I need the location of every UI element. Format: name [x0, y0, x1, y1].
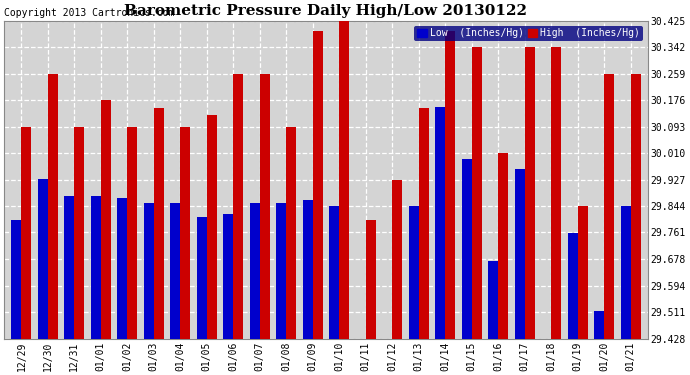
Bar — [250, 202, 259, 339]
Bar — [620, 206, 631, 339]
Legend: Low  (Inches/Hg), High  (Inches/Hg): Low (Inches/Hg), High (Inches/Hg) — [414, 26, 643, 41]
Bar — [472, 47, 482, 339]
Bar — [144, 202, 154, 339]
Bar — [128, 127, 137, 339]
Bar — [197, 217, 207, 339]
Bar — [578, 206, 588, 339]
Bar — [75, 127, 84, 339]
Bar — [180, 127, 190, 339]
Bar — [604, 74, 614, 339]
Bar — [594, 311, 604, 339]
Bar — [313, 31, 323, 339]
Bar — [224, 214, 233, 339]
Bar — [392, 180, 402, 339]
Title: Barometric Pressure Daily High/Low 20130122: Barometric Pressure Daily High/Low 20130… — [124, 4, 527, 18]
Bar — [515, 169, 524, 339]
Bar — [11, 220, 21, 339]
Bar — [170, 202, 180, 339]
Bar — [233, 74, 244, 339]
Bar — [21, 127, 32, 339]
Bar — [462, 159, 472, 339]
Bar — [286, 127, 296, 339]
Bar — [64, 196, 75, 339]
Bar — [568, 233, 578, 339]
Bar — [117, 198, 128, 339]
Bar — [366, 220, 376, 339]
Bar — [38, 178, 48, 339]
Text: Copyright 2013 Cartronics.com: Copyright 2013 Cartronics.com — [4, 8, 175, 18]
Bar — [435, 107, 445, 339]
Bar — [154, 108, 164, 339]
Bar — [207, 115, 217, 339]
Bar — [101, 100, 111, 339]
Bar — [419, 108, 428, 339]
Bar — [631, 74, 640, 339]
Bar — [551, 47, 561, 339]
Bar — [303, 200, 313, 339]
Bar — [48, 74, 58, 339]
Bar — [488, 261, 498, 339]
Bar — [524, 47, 535, 339]
Bar — [276, 202, 286, 339]
Bar — [445, 31, 455, 339]
Bar — [339, 21, 349, 339]
Bar — [408, 206, 419, 339]
Bar — [498, 153, 509, 339]
Bar — [329, 206, 339, 339]
Bar — [259, 74, 270, 339]
Bar — [91, 196, 101, 339]
